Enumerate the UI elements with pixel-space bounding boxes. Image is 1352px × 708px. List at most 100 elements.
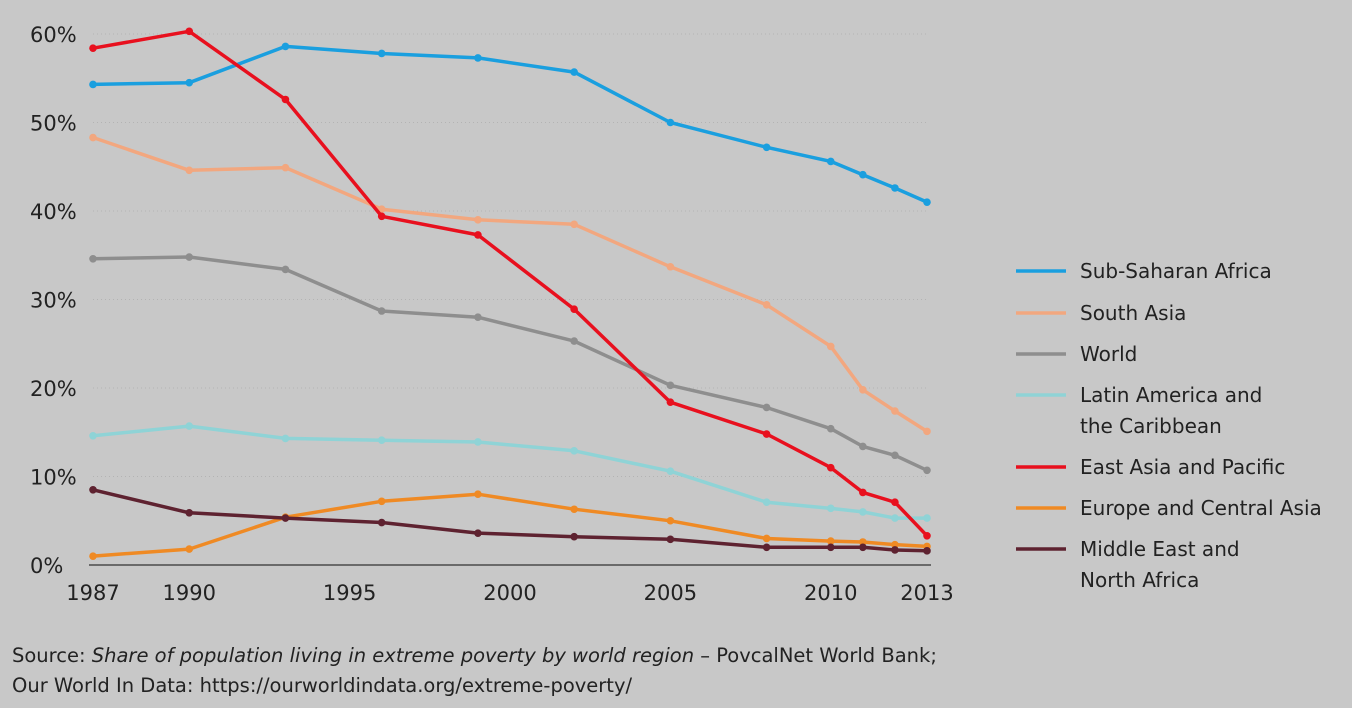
data-point <box>666 398 675 406</box>
series-line <box>91 492 929 558</box>
data-point <box>281 163 290 172</box>
data-point <box>859 442 867 451</box>
source-prefix: Source: <box>12 644 92 667</box>
grid-lines <box>93 33 927 477</box>
data-point <box>826 342 835 351</box>
data-point <box>891 184 899 192</box>
data-point <box>666 262 675 271</box>
data-point <box>185 508 194 517</box>
series-line <box>91 44 929 204</box>
data-point <box>89 431 97 440</box>
data-point <box>826 537 835 545</box>
x-tick-label: 1990 <box>163 581 216 605</box>
series-line <box>91 29 929 538</box>
data-point <box>474 216 482 224</box>
legend-label: Latin America and <box>1080 383 1262 407</box>
data-point <box>281 434 290 443</box>
data-point <box>923 466 931 475</box>
legend-label: Sub-Saharan Africa <box>1080 259 1272 283</box>
data-point <box>185 253 194 261</box>
y-tick-label: 40% <box>30 200 77 224</box>
data-point <box>377 497 386 506</box>
data-point <box>185 422 194 430</box>
data-point <box>762 301 771 309</box>
data-point <box>474 54 482 62</box>
data-point <box>826 424 835 433</box>
data-point <box>859 543 867 552</box>
data-point <box>570 532 578 541</box>
data-point <box>89 80 97 89</box>
legend-label: Middle East and <box>1080 537 1240 561</box>
series-world <box>89 253 931 475</box>
data-point <box>859 508 867 516</box>
y-tick-label: 60% <box>30 23 77 47</box>
data-point <box>923 531 931 540</box>
data-point <box>281 265 290 274</box>
data-point <box>923 427 931 436</box>
data-point <box>570 220 578 229</box>
series-line <box>91 488 929 553</box>
data-point <box>377 49 386 58</box>
series-line <box>91 255 929 473</box>
data-point <box>474 231 482 239</box>
series-latin-america-and-the-caribbean <box>89 422 931 522</box>
data-point <box>570 447 578 455</box>
data-point <box>666 381 675 390</box>
data-point <box>185 545 194 553</box>
legend-label: North Africa <box>1080 568 1199 592</box>
x-tick-label: 2013 <box>900 581 953 605</box>
x-tick-label: 2005 <box>644 581 697 605</box>
data-point <box>762 143 771 152</box>
legend-label: World <box>1080 342 1137 366</box>
data-point <box>666 516 675 525</box>
y-tick-label: 50% <box>30 112 77 136</box>
data-point <box>762 430 771 438</box>
y-tick-label: 10% <box>30 466 77 490</box>
data-point <box>185 166 194 175</box>
data-point <box>474 490 482 499</box>
data-point <box>281 42 290 51</box>
data-point <box>377 518 386 527</box>
data-point <box>89 133 97 142</box>
series-east-asia-and-pacific <box>89 27 931 540</box>
data-point <box>474 438 482 446</box>
data-point <box>570 305 578 314</box>
data-point <box>826 504 835 513</box>
poverty-line-chart: 0% 10% 20% 30% 40% 50% 60% 1987 1990 1995 2000 2005… <box>30 23 1322 605</box>
data-point <box>891 498 899 506</box>
data-point <box>891 407 899 415</box>
data-point <box>666 118 675 127</box>
series-group <box>89 27 931 560</box>
data-point <box>666 467 675 475</box>
data-point <box>891 451 899 460</box>
y-tick-label: 30% <box>30 289 77 313</box>
data-point <box>762 403 771 412</box>
data-point <box>570 505 578 514</box>
data-point <box>859 488 867 497</box>
source-title: Share of population living in extreme po… <box>91 644 695 667</box>
data-point <box>185 27 194 36</box>
data-point <box>89 552 97 560</box>
source-note: Source: Share of population living in ex… <box>12 641 937 701</box>
data-point <box>474 529 482 537</box>
data-point <box>570 337 578 345</box>
x-tick-label: 2010 <box>804 581 857 605</box>
data-point <box>281 95 290 104</box>
source-line-1: Source: Share of population living in ex… <box>12 641 937 671</box>
data-point <box>762 543 771 552</box>
data-point <box>859 170 867 179</box>
series-south-asia <box>89 133 931 436</box>
legend: Sub-Saharan Africa South Asia World Latin A… <box>1016 259 1322 592</box>
data-point <box>377 212 386 221</box>
data-point <box>666 535 675 544</box>
series-middle-east-and-north-africa <box>89 485 931 555</box>
axes: 0% 10% 20% 30% 40% 50% 60% 1987 1990 1995 2000 2005… <box>30 23 954 605</box>
data-point <box>281 514 290 522</box>
series-line <box>91 135 929 434</box>
data-point <box>859 538 867 546</box>
series-line <box>91 424 929 520</box>
legend-label: East Asia and Pacific <box>1080 455 1285 479</box>
data-point <box>89 44 97 52</box>
data-point <box>923 198 931 206</box>
data-point <box>570 68 578 76</box>
